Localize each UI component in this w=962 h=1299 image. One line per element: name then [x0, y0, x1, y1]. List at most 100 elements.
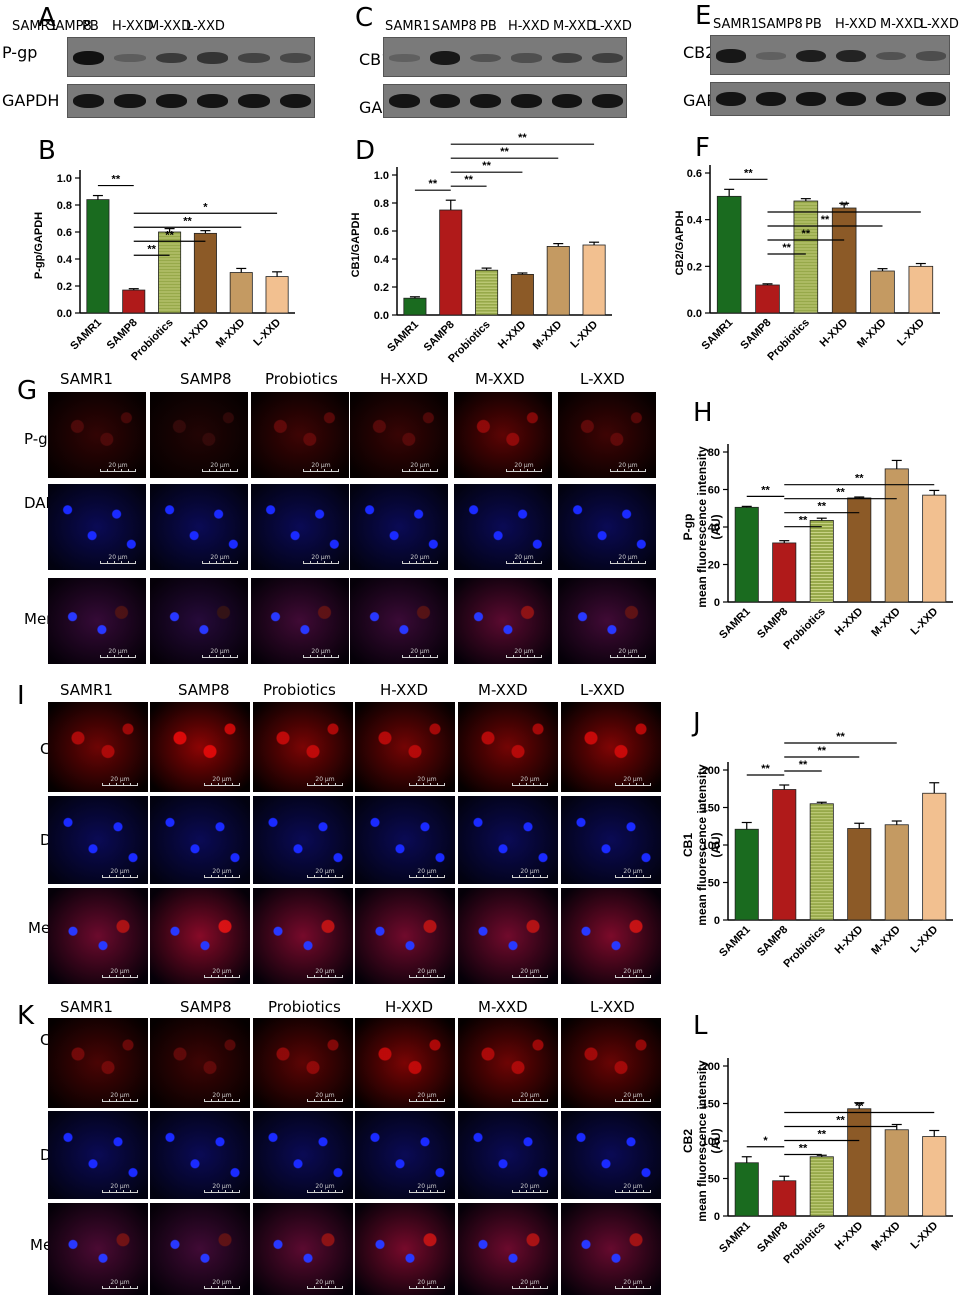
chart-j-cb1-fluorescence: 0 50 100 150 200 CB1 mean fluorescence intensi… [681, 731, 953, 970]
significance-label: ** [802, 228, 811, 240]
scale-bar: 20 μm [202, 463, 238, 472]
blot-band-gapdh [796, 92, 826, 106]
x-tick-label-l-xxd: L-XXD [909, 924, 941, 956]
scale-bar: 20 μm [409, 1093, 445, 1102]
x-tick-label-samp8: SAMP8 [738, 317, 773, 352]
scale-bar: 20 μm [100, 555, 136, 564]
blot-band-gapdh [551, 94, 583, 108]
scale-bar-label: 20 μm [212, 1183, 232, 1190]
significance-label: ** [855, 1101, 864, 1113]
y-tick-label: 150 [702, 803, 720, 815]
scale-bar-line [307, 1099, 343, 1102]
y-tick-label: 0.6 [374, 226, 389, 238]
significance-label: ** [518, 132, 527, 144]
x-tick-label-m-xxd: M-XXD [855, 317, 889, 351]
micro-image-merge-samr1: 20 μm [48, 578, 146, 664]
micro-image-dapi-samp8: 20 μm [150, 1111, 250, 1199]
scale-bar-label: 20 μm [110, 1092, 130, 1099]
x-tick-label-l-xxd: L-XXD [251, 317, 283, 349]
scale-bar: 20 μm [102, 869, 138, 878]
scale-bar-label: 20 μm [410, 462, 430, 469]
scale-bar: 20 μm [615, 1184, 651, 1193]
blot-strip-p-gp [67, 37, 315, 77]
scale-bar-line [409, 875, 445, 878]
blot-band [389, 54, 420, 62]
scale-bar-line [102, 1190, 138, 1193]
scale-bar-line [102, 975, 138, 978]
x-tick-label-m-xxd: M-XXD [869, 606, 903, 640]
scale-bar-line [307, 783, 343, 786]
scale-bar-line [303, 561, 339, 564]
bar-samr1 [734, 828, 759, 921]
scale-bar: 20 μm [102, 969, 138, 978]
scale-bar: 20 μm [615, 1093, 651, 1102]
micro-image-merge-l-xxd: 20 μm [558, 578, 656, 664]
micro-image-merge-m-xxd: 20 μm [454, 578, 552, 664]
scale-bar-line [307, 875, 343, 878]
micro-image-dapi-m-xxd: 20 μm [458, 796, 558, 884]
scale-bar-label: 20 μm [315, 1183, 335, 1190]
scale-bar: 20 μm [512, 1280, 548, 1289]
blot-target-label: CB2 [683, 43, 716, 62]
scale-bar: 20 μm [512, 1093, 548, 1102]
micro-image-cb1-m-xxd: 20 μm [458, 702, 558, 792]
scale-bar-label: 20 μm [417, 1092, 437, 1099]
bar-l-xxd [922, 494, 947, 603]
scale-bar: 20 μm [615, 969, 651, 978]
x-tick-label-samr1: SAMR1 [700, 317, 736, 353]
micro-column-header-samr1: SAMR1 [60, 998, 113, 1016]
micro-image-dapi-probiotics: 20 μm [253, 1111, 353, 1199]
scale-bar: 20 μm [303, 555, 339, 564]
y-tick-label: 0.6 [687, 168, 702, 180]
significance-label: * [763, 1135, 768, 1147]
y-tick-label: 60 [708, 485, 720, 497]
micro-column-header-probiotics: Probiotics [265, 370, 338, 388]
scale-bar-line [100, 469, 136, 472]
panel-letter-d: D [355, 136, 376, 166]
scale-bar: 20 μm [204, 869, 240, 878]
scale-bar-line [506, 561, 542, 564]
x-tick-label-h-xxd: H-XXD [496, 319, 529, 352]
y-tick-label: 0 [714, 597, 720, 609]
scale-bar-line [512, 975, 548, 978]
scale-bar-line [506, 655, 542, 658]
scale-bar-label: 20 μm [410, 648, 430, 655]
micro-column-header-l-xxd: L-XXD [590, 998, 635, 1016]
y-tick-label: 50 [708, 878, 720, 890]
micro-image-p-gp-h-xxd: 20 μm [350, 392, 448, 478]
blot-lane-label-l-xxd: L-XXD [593, 19, 632, 34]
blot-strip-cb2 [710, 35, 950, 75]
y-tick-label: 20 [708, 560, 720, 572]
significance-label: ** [836, 487, 845, 499]
scale-bar-label: 20 μm [311, 462, 331, 469]
scale-bar: 20 μm [102, 1184, 138, 1193]
micro-column-header-samp8: SAMP8 [180, 998, 232, 1016]
significance-label: * [203, 201, 208, 213]
micro-image-merge-samp8: 20 μm [150, 578, 248, 664]
micro-image-p-gp-m-xxd: 20 μm [454, 392, 552, 478]
scale-bar-label: 20 μm [108, 462, 128, 469]
y-tick-label: 100 [702, 1136, 720, 1148]
scale-bar-label: 20 μm [212, 968, 232, 975]
x-tick-label-probiotics: Probiotics [765, 317, 812, 364]
panel-letter-g: G [17, 376, 38, 406]
scale-bar-label: 20 μm [623, 968, 643, 975]
scale-bar: 20 μm [512, 1184, 548, 1193]
blot-lane-label-m-xxd: M-XXD [148, 19, 192, 34]
x-tick-label-m-xxd: M-XXD [531, 319, 565, 353]
micro-column-header-m-xxd: M-XXD [478, 998, 528, 1016]
y-tick-label: 0 [714, 1211, 720, 1223]
scale-bar: 20 μm [615, 869, 651, 878]
bar-samr1 [734, 506, 759, 603]
scale-bar-label: 20 μm [520, 1279, 540, 1286]
bar-samr1 [86, 199, 110, 314]
y-tick-label: 50 [708, 1174, 720, 1186]
micro-image-dapi-l-xxd: 20 μm [558, 484, 656, 570]
blot-target-label: P-gp [2, 43, 38, 62]
panel-letter-i: I [17, 681, 25, 711]
scale-bar-line [204, 875, 240, 878]
micro-image-cb2-l-xxd: 20 μm [561, 1018, 661, 1108]
micro-image-merge-samr1: 20 μm [48, 888, 148, 984]
micro-image-dapi-l-xxd: 20 μm [561, 796, 661, 884]
